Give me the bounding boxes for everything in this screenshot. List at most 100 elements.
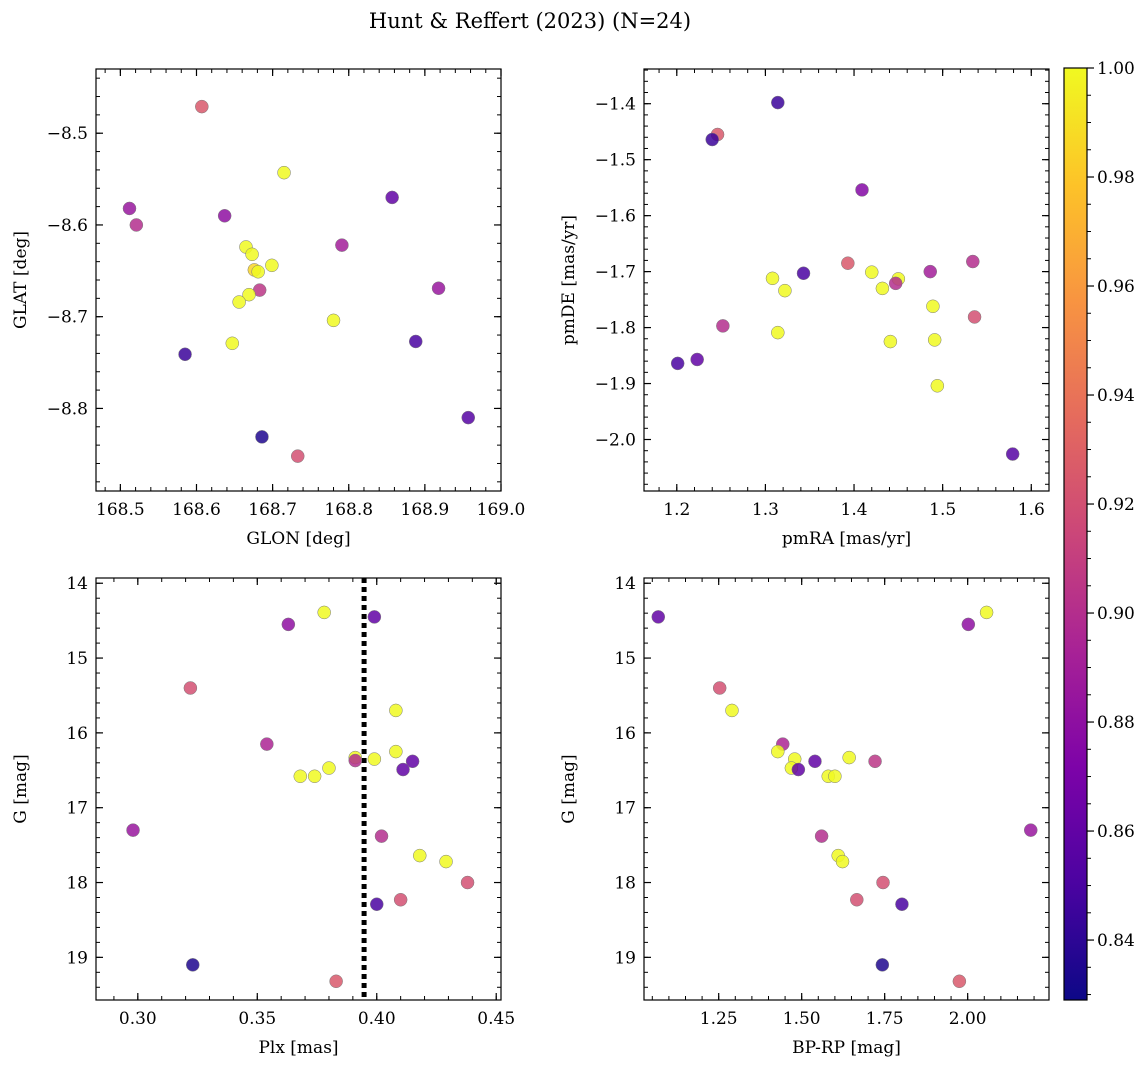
x-tick-label: 168.8: [324, 500, 373, 520]
data-point: [389, 744, 403, 759]
data-point: [293, 769, 308, 784]
colorbar-tick-label: 1.00: [1097, 59, 1135, 79]
y-tick-label: −2.0: [595, 431, 636, 451]
x-tick-label: 168.7: [248, 500, 297, 520]
y-tick-label: −8.8: [47, 399, 88, 419]
data-point: [322, 761, 336, 775]
data-point: [122, 201, 137, 216]
y-tick-label: 17: [614, 799, 636, 819]
colorbar-tick-label: 0.92: [1097, 495, 1135, 515]
x-axis-label: BP-RP [mag]: [792, 1038, 901, 1058]
axes-frame: [95, 68, 502, 492]
data-point: [765, 271, 780, 286]
scatter-panel-4: 1.25 1.50 1.75 2.00 14 15 16 17 18 19 BP-RP [mag] G…: [559, 574, 1050, 1058]
colorbar-tick-label: 0.94: [1097, 386, 1135, 406]
data-point: [370, 897, 384, 911]
y-axis-label: pmDE [mas/yr]: [559, 215, 579, 345]
axes-frame: [643, 68, 1050, 492]
data-point: [290, 449, 305, 463]
x-tick-label: 0.30: [119, 1009, 157, 1029]
x-tick-label: 2.00: [949, 1009, 987, 1029]
data-point: [396, 762, 410, 777]
data-point: [326, 313, 341, 328]
y-tick-label: 17: [66, 799, 88, 819]
data-point: [367, 610, 382, 624]
data-point: [307, 769, 322, 784]
data-point: [126, 823, 140, 837]
x-tick-label: 168.5: [96, 500, 145, 520]
y-tick-label: −1.7: [595, 263, 636, 283]
data-point: [439, 854, 453, 869]
data-point: [195, 99, 209, 114]
data-point: [855, 183, 869, 197]
colorbar-tick-label: 0.90: [1097, 604, 1135, 624]
data-point: [670, 356, 685, 371]
data-point: [129, 218, 144, 232]
data-point: [791, 762, 806, 777]
x-tick-label: 169.0: [477, 500, 526, 520]
data-point: [178, 347, 192, 362]
y-tick-label: 16: [66, 724, 88, 744]
data-point: [245, 247, 259, 262]
data-point: [868, 754, 882, 769]
data-point: [771, 744, 785, 759]
data-point: [385, 190, 399, 205]
data-point: [367, 752, 382, 766]
y-axis-label: G [mag]: [11, 754, 31, 823]
y-tick-label: 14: [66, 574, 88, 594]
data-point: [828, 769, 842, 784]
data-point: [690, 352, 704, 367]
colorbar-tick-label: 0.88: [1097, 713, 1135, 733]
data-point: [716, 319, 730, 333]
x-tick-label: 1.50: [783, 1009, 821, 1029]
data-point: [183, 681, 198, 695]
data-point: [1005, 447, 1020, 461]
data-point: [217, 209, 232, 223]
y-tick-label: −8.7: [47, 308, 88, 328]
data-point: [778, 283, 792, 298]
data-point: [875, 958, 890, 972]
data-point: [875, 281, 890, 296]
data-point: [225, 336, 240, 351]
y-tick-label: 15: [66, 649, 88, 669]
data-point: [967, 310, 982, 324]
data-point: [374, 829, 389, 843]
panels: 168.5 168.6 168.7 168.8 168.9 169.0 −8.5 −8.6 −8…: [11, 68, 1050, 1058]
data-point: [393, 892, 408, 907]
data-point: [460, 875, 475, 890]
x-tick-label: 0.45: [477, 1009, 515, 1029]
data-point: [926, 299, 940, 314]
data-point: [796, 266, 811, 281]
data-point: [389, 703, 403, 718]
y-tick-label: −8.6: [47, 216, 88, 236]
scatter-panel-2: 1.2 1.3 1.4 1.5 1.6 −1.4 −1.5 −1.6 −1.7 −1.8 −1.9 −…: [559, 68, 1050, 549]
x-tick-label: 0.35: [238, 1009, 276, 1029]
y-tick-label: 18: [614, 874, 636, 894]
colorbar-tick-label: 0.96: [1097, 277, 1135, 297]
x-tick-label: 1.2: [663, 500, 690, 520]
data-point: [865, 265, 879, 279]
data-point: [232, 295, 246, 309]
data-point: [335, 238, 349, 252]
data-point: [408, 334, 423, 349]
y-tick-label: 16: [614, 724, 636, 744]
y-tick-label: −1.5: [595, 151, 636, 171]
colorbar-tick-label: 0.86: [1097, 822, 1135, 842]
data-point: [348, 753, 362, 768]
x-tick-label: 1.5: [929, 500, 956, 520]
data-point: [260, 737, 274, 751]
y-tick-label: 19: [66, 948, 88, 968]
x-axis-label: Plx [mas]: [258, 1038, 338, 1058]
y-tick-label: −1.9: [595, 375, 636, 395]
data-point: [808, 754, 822, 769]
figure-title: Hunt & Reffert (2023) (N=24): [369, 9, 691, 33]
data-point: [895, 897, 909, 911]
x-tick-label: 168.6: [172, 500, 221, 520]
data-point: [277, 165, 291, 180]
y-tick-label: 14: [614, 574, 636, 594]
data-point: [186, 958, 200, 972]
data-point: [329, 974, 343, 989]
data-point: [725, 703, 739, 718]
data-point: [841, 256, 855, 270]
